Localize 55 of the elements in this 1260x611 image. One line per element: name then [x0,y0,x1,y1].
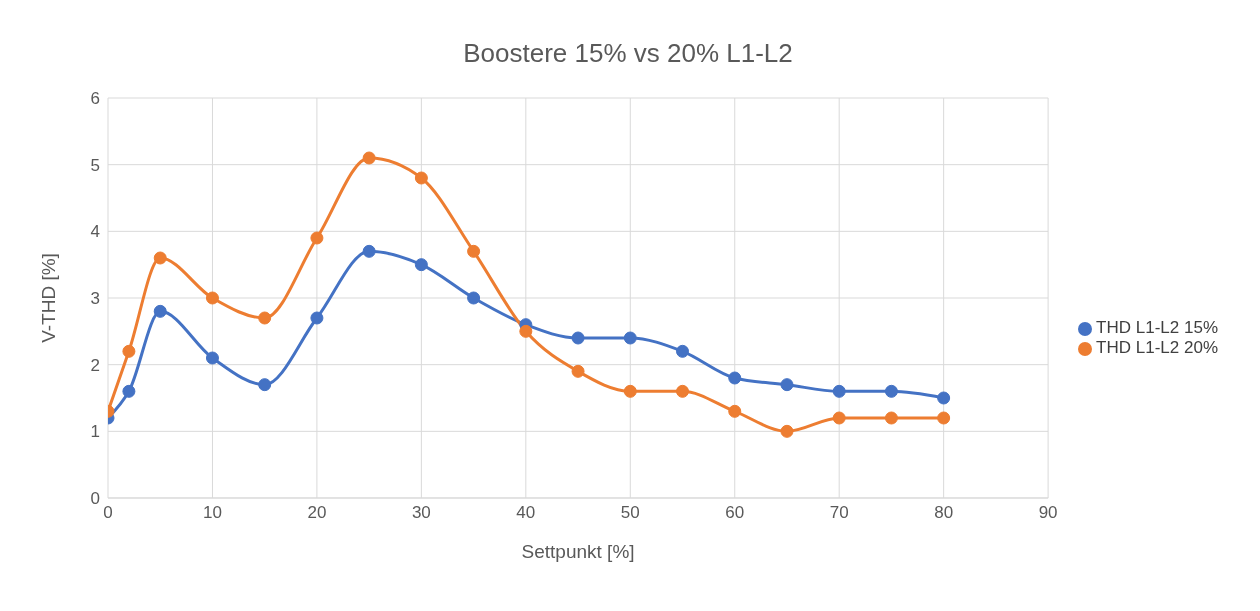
point [937,391,951,405]
point [780,378,794,392]
y-tick-label: 2 [90,355,100,375]
point [467,244,481,258]
point [676,384,690,398]
point [310,311,324,325]
point [122,344,136,358]
point [676,344,690,358]
point [571,364,585,378]
point [258,378,272,392]
y-tick-label: 4 [90,222,100,242]
point [122,384,136,398]
point [519,324,533,338]
y-tick-label: 0 [90,489,100,509]
point [153,251,167,265]
point [258,311,272,325]
x-tick-label: 90 [1038,503,1058,523]
point [467,291,481,305]
point [414,171,428,185]
point [623,331,637,345]
point [205,291,219,305]
x-tick-label: 80 [934,503,954,523]
point [153,304,167,318]
x-tick-label: 0 [103,503,113,523]
point [362,151,376,165]
x-tick-label: 50 [620,503,640,523]
x-axis-title: Settpunkt [%] [521,541,635,562]
point [728,371,742,385]
legend-label: THD L1-L2 20% [1096,338,1218,357]
point [780,424,794,438]
y-tick-label: 1 [90,422,100,442]
point [728,404,742,418]
point [832,384,846,398]
point [884,411,898,425]
y-tick-label: 5 [90,155,100,175]
point [362,244,376,258]
x-tick-label: 10 [203,503,222,523]
point [623,384,637,398]
point [937,411,951,425]
y-tick-label: 6 [90,89,100,109]
x-tick-label: 40 [516,503,536,523]
point [884,384,898,398]
y-tick-label: 3 [90,289,100,309]
point [832,411,846,425]
x-tick-label: 70 [829,503,849,523]
chart-title: Boostere 15% vs 20% L1-L2 [462,37,794,70]
point [571,331,585,345]
point [205,351,219,365]
legend-label: THD L1-L2 15% [1096,318,1218,337]
x-tick-label: 60 [725,503,745,523]
point [414,258,428,272]
x-tick-label: 20 [307,503,327,523]
point [310,231,324,245]
x-tick-label: 30 [411,503,431,523]
y-axis-title: V-THD [%] [37,253,59,343]
